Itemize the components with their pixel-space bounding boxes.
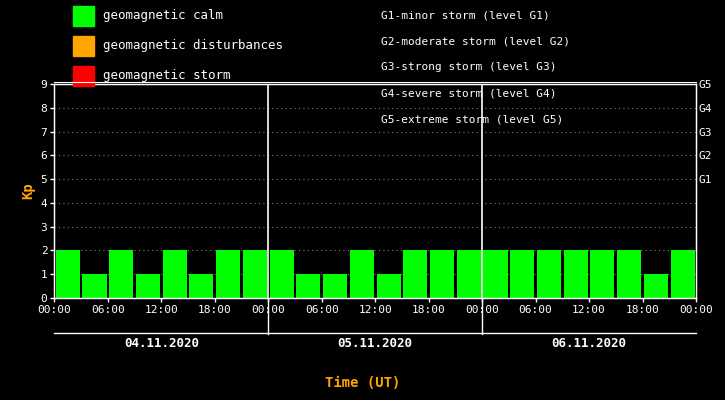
Text: G4-severe storm (level G4): G4-severe storm (level G4): [381, 88, 556, 98]
Text: G2-moderate storm (level G2): G2-moderate storm (level G2): [381, 36, 570, 46]
Text: Time (UT): Time (UT): [325, 376, 400, 390]
Bar: [56, 250, 80, 298]
Text: 06.11.2020: 06.11.2020: [552, 337, 626, 350]
Bar: [484, 250, 508, 298]
Text: geomagnetic disturbances: geomagnetic disturbances: [103, 40, 283, 52]
Bar: [590, 250, 615, 298]
Bar: [457, 250, 481, 298]
Bar: [216, 250, 240, 298]
Bar: [109, 250, 133, 298]
Bar: [297, 274, 320, 298]
Text: G5-extreme storm (level G5): G5-extreme storm (level G5): [381, 114, 563, 124]
Text: 05.11.2020: 05.11.2020: [338, 337, 413, 350]
Bar: [617, 250, 641, 298]
Bar: [644, 274, 668, 298]
Bar: [430, 250, 454, 298]
Bar: [136, 274, 160, 298]
Bar: [323, 274, 347, 298]
Text: 04.11.2020: 04.11.2020: [124, 337, 199, 350]
Y-axis label: Kp: Kp: [21, 183, 35, 199]
Bar: [189, 274, 213, 298]
Bar: [403, 250, 427, 298]
Text: G3-strong storm (level G3): G3-strong storm (level G3): [381, 62, 556, 72]
Bar: [510, 250, 534, 298]
Text: geomagnetic calm: geomagnetic calm: [103, 10, 223, 22]
Bar: [671, 250, 695, 298]
Bar: [376, 274, 401, 298]
Bar: [243, 250, 267, 298]
Bar: [349, 250, 374, 298]
Bar: [270, 250, 294, 298]
Bar: [83, 274, 107, 298]
Bar: [537, 250, 561, 298]
Bar: [162, 250, 187, 298]
Bar: [563, 250, 588, 298]
Text: geomagnetic storm: geomagnetic storm: [103, 70, 231, 82]
Text: G1-minor storm (level G1): G1-minor storm (level G1): [381, 10, 550, 20]
